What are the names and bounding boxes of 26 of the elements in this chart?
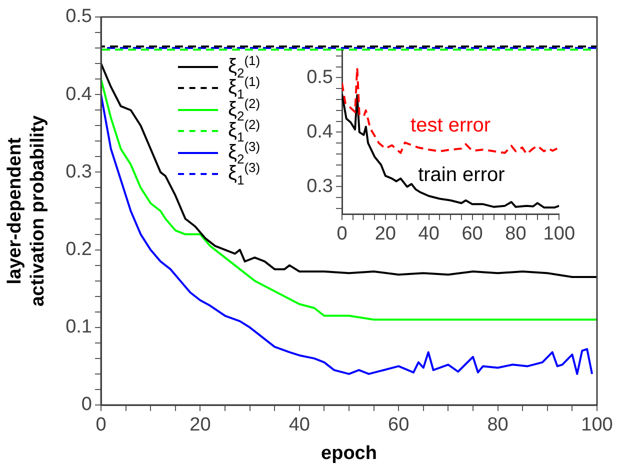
y-tick-label: 0.3 xyxy=(66,161,92,182)
y-tick-label: 0.3 xyxy=(306,176,333,197)
x-tick-label: 40 xyxy=(418,224,440,245)
x-tick-label: 100 xyxy=(543,224,575,245)
x-tick-label: 0 xyxy=(96,414,106,436)
x-tick-label: 80 xyxy=(487,414,508,436)
y-tick-label: 0.1 xyxy=(66,316,92,338)
y-tick-label: 0.4 xyxy=(306,121,334,142)
y-tick-label: 0.5 xyxy=(306,66,333,88)
x-tick-label: 40 xyxy=(288,414,310,436)
y-tick-label: 0.4 xyxy=(66,84,92,105)
x-tick-label: 0 xyxy=(336,224,348,245)
series-label: train error xyxy=(418,164,506,186)
x-tick-label: 60 xyxy=(388,414,410,436)
y-tick-label: 0.5 xyxy=(66,6,92,28)
x-tick-label: 60 xyxy=(462,224,483,245)
x-tick-label: 80 xyxy=(505,224,526,245)
x-tick-label: 100 xyxy=(581,414,613,436)
x-tick-label: 20 xyxy=(374,224,396,245)
series-label: test error xyxy=(410,114,491,137)
y-tick-label: 0 xyxy=(81,394,92,416)
y-tick-label: 0.2 xyxy=(66,239,92,260)
x-tick-label: 20 xyxy=(190,414,211,436)
line-series xyxy=(342,66,560,156)
x-axis-title: epoch xyxy=(321,442,377,464)
y-axis-title: layer-dependent activation probability xyxy=(4,115,48,307)
